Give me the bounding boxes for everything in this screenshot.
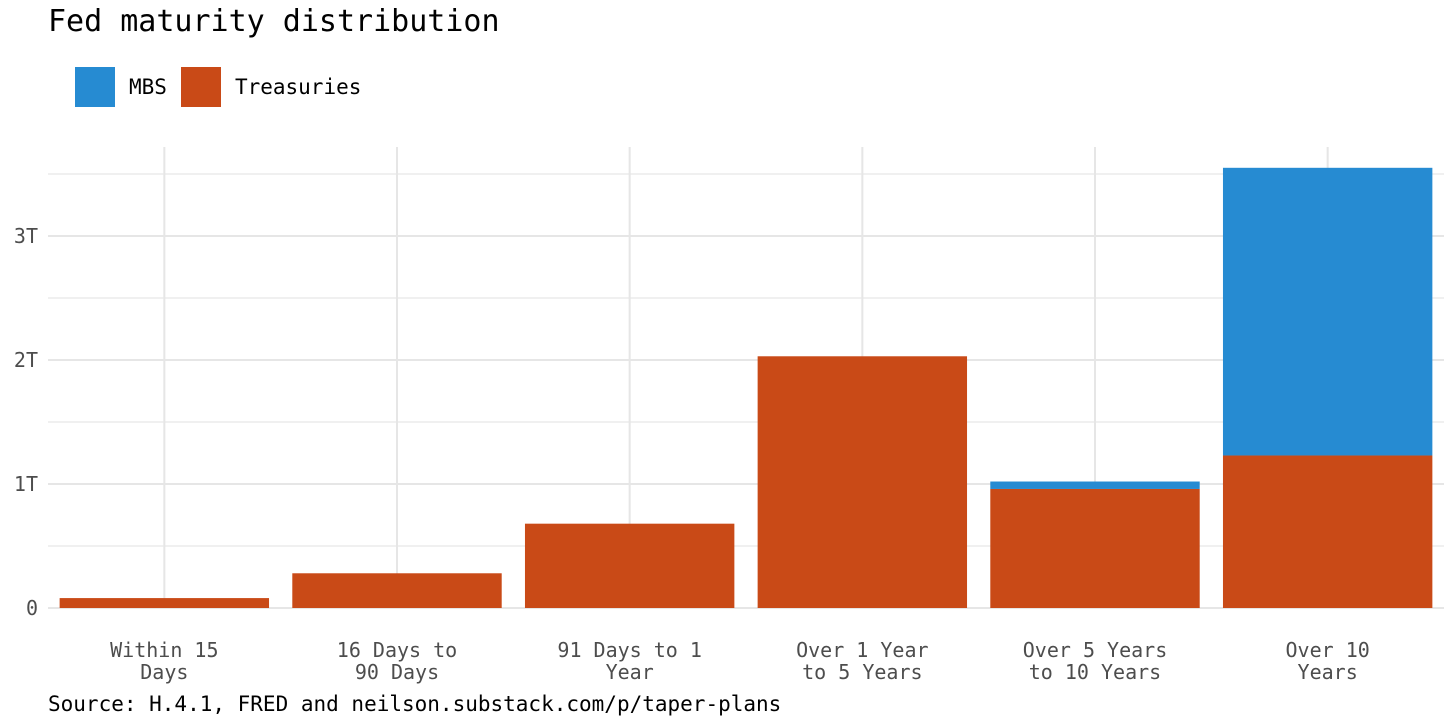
y-axis: 0 1T 2T 3T bbox=[14, 224, 38, 620]
x-tick-label: Over 10 Years bbox=[1286, 638, 1370, 684]
bar-mbs-6 bbox=[1222, 167, 1433, 456]
x-tick-label: Over 1 Year to 5 Years bbox=[796, 638, 928, 684]
y-tick-label: 2T bbox=[14, 348, 38, 372]
bar-treasuries-6 bbox=[1222, 455, 1433, 608]
legend-swatch-mbs bbox=[75, 67, 115, 107]
x-tick-label: 16 Days to 90 Days bbox=[337, 638, 457, 684]
x-tick-label: 91 Days to 1 Year bbox=[557, 638, 702, 684]
y-tick-label: 0 bbox=[26, 596, 38, 620]
bar-treasuries-2 bbox=[292, 573, 502, 608]
chart-title: Fed maturity distribution bbox=[48, 4, 500, 39]
x-tick-label-line: 91 Days to 1 bbox=[557, 638, 702, 662]
y-tick-label: 3T bbox=[14, 224, 38, 248]
bar-treasuries-4 bbox=[757, 356, 968, 608]
x-tick-label-line: Over 10 bbox=[1286, 638, 1370, 662]
x-tick-label-line: Year bbox=[606, 660, 654, 684]
bars bbox=[59, 167, 1433, 608]
x-tick-label-line: Days bbox=[140, 660, 188, 684]
legend-item-mbs: MBS bbox=[75, 67, 167, 107]
x-tick-label-line: to 10 Years bbox=[1029, 660, 1161, 684]
x-tick-label: Over 5 Years to 10 Years bbox=[1023, 638, 1168, 684]
x-axis: Within 15 Days 16 Days to 90 Days 91 Days to… bbox=[110, 638, 1370, 684]
x-tick-label-line: Within 15 bbox=[110, 638, 218, 662]
x-tick-label: Within 15 Days bbox=[110, 638, 218, 684]
legend: MBS Treasuries bbox=[75, 67, 375, 107]
x-tick-label-line: Over 5 Years bbox=[1023, 638, 1168, 662]
x-tick-label-line: 90 Days bbox=[355, 660, 439, 684]
x-tick-label-line: Years bbox=[1298, 660, 1358, 684]
bar-treasuries-5 bbox=[990, 488, 1200, 608]
x-tick-label-line: Over 1 Year bbox=[796, 638, 928, 662]
bar-mbs-5 bbox=[990, 481, 1200, 489]
source-note: Source: H.4.1, FRED and neilson.substack… bbox=[48, 692, 782, 716]
bar-treasuries-3 bbox=[524, 523, 735, 608]
x-tick-label-line: to 5 Years bbox=[802, 660, 922, 684]
legend-label-mbs: MBS bbox=[129, 75, 167, 99]
legend-swatch-treasuries bbox=[180, 67, 221, 107]
legend-item-treasuries: Treasuries bbox=[180, 67, 362, 107]
y-tick-label: 1T bbox=[14, 472, 38, 496]
x-tick-label-line: 16 Days to bbox=[337, 638, 457, 662]
legend-label-treasuries: Treasuries bbox=[234, 75, 362, 99]
bar-treasuries-1 bbox=[59, 598, 270, 608]
